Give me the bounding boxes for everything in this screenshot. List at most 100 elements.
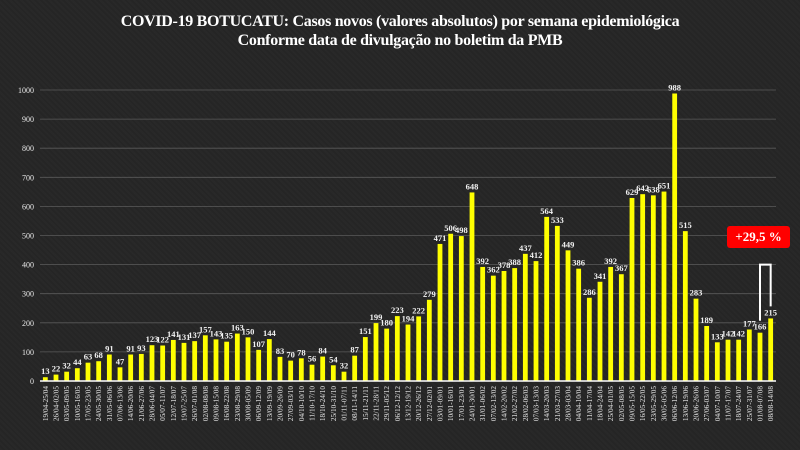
data-label: 199: [370, 312, 383, 322]
data-label: 449: [562, 239, 575, 249]
bar: [128, 354, 134, 381]
bar: [522, 253, 528, 381]
data-label: 151: [359, 326, 372, 336]
data-label: 144: [263, 328, 277, 338]
x-tick-label: 16/05-22/05: [639, 386, 647, 422]
data-label: 341: [594, 271, 607, 281]
bar: [117, 367, 123, 381]
data-label: 122: [156, 334, 169, 344]
bar: [320, 356, 326, 381]
x-tick-label: 01/08-07/08: [757, 386, 765, 422]
x-tick-label: 24/05-30/05: [95, 386, 103, 422]
bar: [746, 329, 752, 381]
x-tick-label: 06/06-12/06: [671, 386, 679, 422]
data-label: 471: [434, 233, 447, 243]
y-tick-label: 600: [22, 202, 34, 211]
x-tick-label: 27/06-03/07: [703, 386, 711, 422]
x-tick-label: 13/12-19/12: [405, 386, 413, 422]
bar: [362, 337, 368, 381]
bar: [202, 335, 208, 381]
x-tick-label: 15/11-21/11: [362, 386, 370, 421]
data-label: 137: [188, 330, 202, 340]
x-tick-label: 12/07-18/07: [170, 386, 178, 422]
x-tick-label: 09/08-15/08: [213, 386, 221, 422]
bar: [234, 333, 240, 381]
comparison-bracket: [759, 263, 772, 321]
chart-title-line1: COVID-19 BOTUCATU: Casos novos (valores …: [120, 13, 680, 30]
x-axis-labels: 19/04-25/04 26/04-02/05 03/05-09/05 10/05-1…: [42, 386, 775, 422]
data-label: 388: [508, 257, 521, 267]
x-tick-label: 08/11-14/11: [351, 386, 359, 421]
x-tick-label: 10/05-16/05: [74, 386, 82, 422]
x-tick-label: 11/04-17/04: [586, 386, 594, 421]
data-label: 533: [551, 215, 564, 225]
x-tick-label: 14/02-20/02: [501, 386, 509, 422]
data-label: 223: [391, 305, 404, 315]
bar: [725, 339, 731, 381]
y-tick-label: 400: [22, 261, 34, 270]
x-tick-label: 27/09-03/10: [287, 386, 295, 422]
x-tick-label: 18/07-24/07: [735, 386, 743, 422]
chart-title: COVID-19 BOTUCATU: Casos novos (valores …: [0, 12, 800, 50]
x-tick-label: 28/06-04/07: [149, 386, 157, 422]
data-label: 629: [626, 187, 639, 197]
bar: [640, 194, 646, 381]
bar: [309, 364, 315, 381]
y-axis-ticks: 0 100 200 300 400 500 600 700 800 900 1000: [18, 86, 34, 386]
x-tick-label: 07/06-13/06: [117, 386, 125, 422]
y-tick-label: 300: [22, 290, 34, 299]
data-label: 215: [764, 307, 777, 317]
x-tick-label: 02/05-08/05: [618, 386, 626, 422]
data-label: 141: [167, 329, 180, 339]
x-tick-label: 03/05-09/05: [63, 386, 71, 422]
x-tick-label: 21/06-27/06: [138, 386, 146, 422]
x-tick-label: 23/08-29/08: [234, 386, 242, 422]
bar: [298, 358, 304, 381]
y-tick-label: 200: [22, 319, 34, 328]
bar: [704, 326, 710, 381]
data-label: 91: [105, 344, 114, 354]
bar: [416, 316, 422, 381]
data-label: 166: [754, 322, 767, 332]
bar: [330, 365, 336, 381]
x-tick-label: 04/04-10/04: [575, 386, 583, 422]
y-tick-label: 0: [30, 377, 34, 386]
bar: [629, 197, 635, 381]
data-label: 107: [252, 339, 266, 349]
data-label: 142: [722, 329, 735, 339]
bar: [394, 316, 400, 381]
x-tick-label: 18/10-24/10: [319, 386, 327, 422]
data-label: 386: [572, 258, 585, 268]
x-tick-label: 09/05-15/05: [629, 386, 637, 422]
data-label: 133: [711, 331, 724, 341]
bar: [288, 360, 294, 381]
data-label: 32: [62, 361, 71, 371]
bar: [64, 371, 70, 381]
x-tick-label: 02/08-08/08: [202, 386, 210, 422]
bar: [597, 281, 603, 381]
x-tick-label: 14/06-20/06: [127, 386, 135, 422]
bar: [544, 216, 550, 381]
bar: [85, 362, 91, 381]
data-label: 13: [41, 366, 50, 376]
data-label: 392: [476, 256, 489, 266]
data-label: 22: [52, 364, 61, 374]
x-tick-label: 22/11-28/11: [373, 386, 381, 421]
data-label: 392: [604, 256, 617, 266]
bar: [458, 236, 464, 381]
data-label: 68: [94, 350, 103, 360]
bar: [213, 339, 219, 381]
bar: [138, 353, 144, 381]
bar: [661, 191, 667, 381]
chart-subtitle: Conforme data de divulgação no boletim d…: [237, 32, 563, 49]
data-label: 279: [423, 289, 436, 299]
x-tick-label: 29/11-05/12: [383, 386, 391, 421]
bar: [650, 195, 656, 381]
x-tick-label: 13/09-19/09: [266, 386, 274, 422]
data-label: 283: [690, 288, 703, 298]
data-label: 32: [340, 361, 349, 371]
x-tick-label: 28/03-03/04: [565, 386, 573, 422]
x-tick-label: 03/01-09/01: [437, 386, 445, 422]
x-tick-label: 23/05-29/05: [650, 386, 658, 422]
data-label: 194: [402, 314, 416, 324]
